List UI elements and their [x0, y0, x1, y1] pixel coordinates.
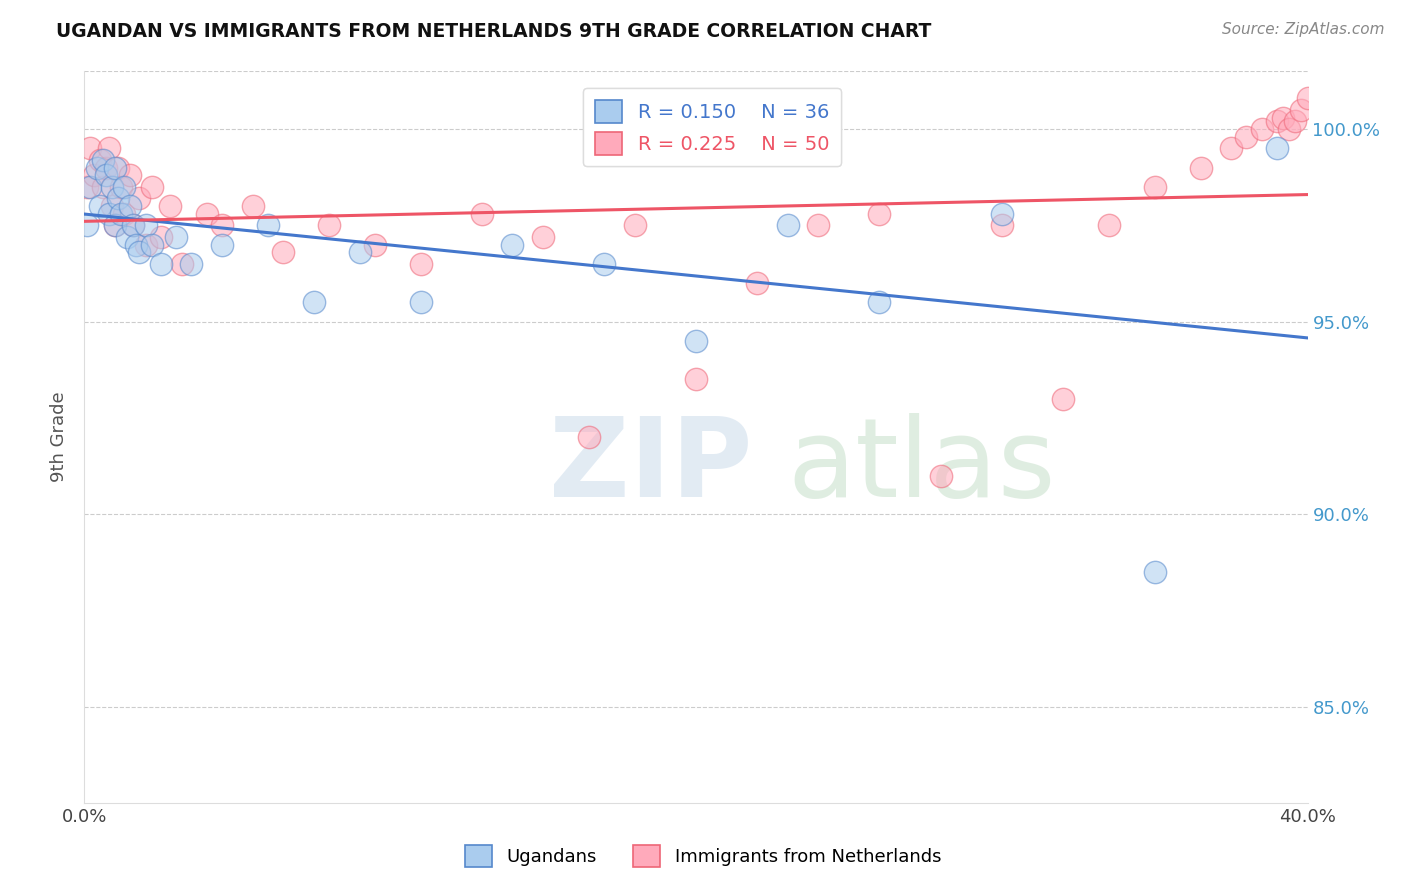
Point	[685, 334, 707, 348]
Point	[104, 219, 127, 233]
Point	[364, 237, 387, 252]
Text: Source: ZipAtlas.com: Source: ZipAtlas.com	[1222, 22, 1385, 37]
Point	[1278, 122, 1301, 136]
Legend: Ugandans, Immigrants from Netherlands: Ugandans, Immigrants from Netherlands	[458, 838, 948, 874]
Legend: R = 0.150    N = 36, R = 0.225    N = 50: R = 0.150 N = 36, R = 0.225 N = 50	[583, 88, 841, 167]
Point	[122, 219, 145, 233]
Point	[807, 219, 830, 233]
Point	[128, 245, 150, 260]
Point	[471, 207, 494, 221]
Point	[409, 295, 432, 310]
Point	[91, 179, 114, 194]
Point	[180, 257, 202, 271]
Point	[172, 257, 194, 271]
Point	[104, 219, 127, 233]
Point	[125, 237, 148, 252]
Point	[107, 161, 129, 175]
Point	[135, 219, 157, 233]
Point	[776, 219, 799, 233]
Point	[149, 230, 172, 244]
Point	[1189, 161, 1212, 175]
Point	[1143, 179, 1166, 194]
Point	[1265, 141, 1288, 155]
Point	[1284, 114, 1306, 128]
Point	[86, 161, 108, 175]
Point	[685, 372, 707, 386]
Point	[101, 199, 124, 213]
Point	[302, 295, 325, 310]
Point	[149, 257, 172, 271]
Point	[110, 179, 132, 194]
Point	[94, 169, 117, 183]
Point	[94, 161, 117, 175]
Point	[869, 207, 891, 221]
Point	[79, 141, 101, 155]
Point	[159, 199, 181, 213]
Point	[349, 245, 371, 260]
Point	[141, 237, 163, 252]
Point	[89, 153, 111, 167]
Point	[76, 179, 98, 194]
Point	[120, 169, 142, 183]
Point	[110, 207, 132, 221]
Point	[271, 245, 294, 260]
Point	[83, 169, 105, 183]
Point	[79, 179, 101, 194]
Point	[531, 230, 554, 244]
Point	[97, 141, 120, 155]
Point	[624, 219, 647, 233]
Point	[242, 199, 264, 213]
Point	[747, 276, 769, 290]
Point	[1236, 129, 1258, 144]
Point	[97, 207, 120, 221]
Point	[107, 191, 129, 205]
Point	[120, 199, 142, 213]
Point	[128, 191, 150, 205]
Point	[409, 257, 432, 271]
Point	[101, 179, 124, 194]
Point	[211, 219, 233, 233]
Point	[1143, 565, 1166, 579]
Point	[929, 468, 952, 483]
Text: ZIP: ZIP	[550, 413, 752, 520]
Point	[115, 230, 138, 244]
Point	[991, 207, 1014, 221]
Point	[318, 219, 340, 233]
Point	[578, 430, 600, 444]
Point	[135, 237, 157, 252]
Point	[593, 257, 616, 271]
Point	[1098, 219, 1121, 233]
Point	[1291, 103, 1313, 117]
Point	[991, 219, 1014, 233]
Point	[91, 153, 114, 167]
Point	[502, 237, 524, 252]
Point	[869, 295, 891, 310]
Text: atlas: atlas	[787, 413, 1056, 520]
Point	[195, 207, 218, 221]
Point	[89, 199, 111, 213]
Point	[257, 219, 280, 233]
Point	[165, 230, 187, 244]
Y-axis label: 9th Grade: 9th Grade	[51, 392, 69, 483]
Point	[1265, 114, 1288, 128]
Text: UGANDAN VS IMMIGRANTS FROM NETHERLANDS 9TH GRADE CORRELATION CHART: UGANDAN VS IMMIGRANTS FROM NETHERLANDS 9…	[56, 22, 932, 41]
Point	[122, 219, 145, 233]
Point	[211, 237, 233, 252]
Point	[1220, 141, 1243, 155]
Point	[76, 219, 98, 233]
Point	[112, 179, 135, 194]
Point	[112, 207, 135, 221]
Point	[1296, 91, 1319, 105]
Point	[141, 179, 163, 194]
Point	[104, 161, 127, 175]
Point	[1250, 122, 1272, 136]
Point	[1272, 111, 1295, 125]
Point	[1052, 392, 1074, 406]
